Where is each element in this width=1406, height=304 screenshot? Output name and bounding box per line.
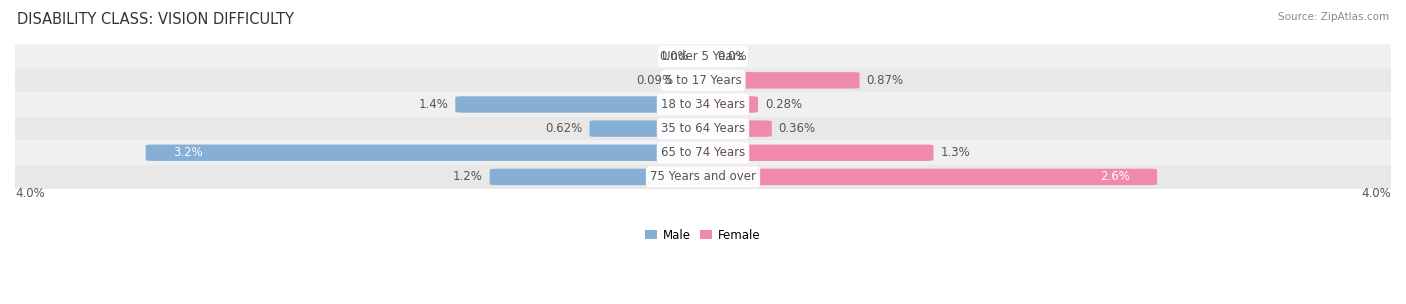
FancyBboxPatch shape: [10, 68, 1396, 92]
FancyBboxPatch shape: [696, 120, 772, 137]
Text: 0.28%: 0.28%: [765, 98, 801, 111]
Text: 75 Years and over: 75 Years and over: [650, 171, 756, 183]
Text: 0.62%: 0.62%: [546, 122, 582, 135]
FancyBboxPatch shape: [696, 169, 1157, 185]
Text: 4.0%: 4.0%: [15, 187, 45, 200]
Text: Under 5 Years: Under 5 Years: [662, 50, 744, 63]
Text: 0.36%: 0.36%: [779, 122, 815, 135]
FancyBboxPatch shape: [589, 120, 710, 137]
FancyBboxPatch shape: [10, 92, 1396, 116]
FancyBboxPatch shape: [681, 72, 710, 88]
FancyBboxPatch shape: [456, 96, 710, 113]
FancyBboxPatch shape: [489, 169, 710, 185]
FancyBboxPatch shape: [10, 44, 1396, 68]
FancyBboxPatch shape: [146, 145, 710, 161]
Text: 3.2%: 3.2%: [173, 146, 202, 159]
Text: DISABILITY CLASS: VISION DIFFICULTY: DISABILITY CLASS: VISION DIFFICULTY: [17, 12, 294, 27]
Text: 0.0%: 0.0%: [717, 50, 747, 63]
Text: 65 to 74 Years: 65 to 74 Years: [661, 146, 745, 159]
Text: 18 to 34 Years: 18 to 34 Years: [661, 98, 745, 111]
FancyBboxPatch shape: [10, 165, 1396, 189]
FancyBboxPatch shape: [696, 72, 859, 88]
Text: Source: ZipAtlas.com: Source: ZipAtlas.com: [1278, 12, 1389, 22]
Text: 5 to 17 Years: 5 to 17 Years: [665, 74, 741, 87]
FancyBboxPatch shape: [696, 96, 758, 113]
FancyBboxPatch shape: [696, 145, 934, 161]
Text: 2.6%: 2.6%: [1099, 171, 1129, 183]
Text: 1.3%: 1.3%: [941, 146, 970, 159]
Text: 1.4%: 1.4%: [419, 98, 449, 111]
Text: 1.2%: 1.2%: [453, 171, 482, 183]
Text: 0.87%: 0.87%: [866, 74, 904, 87]
Text: 0.09%: 0.09%: [637, 74, 673, 87]
FancyBboxPatch shape: [10, 116, 1396, 141]
Text: 4.0%: 4.0%: [1361, 187, 1391, 200]
Text: 0.0%: 0.0%: [659, 50, 689, 63]
Text: 35 to 64 Years: 35 to 64 Years: [661, 122, 745, 135]
FancyBboxPatch shape: [10, 141, 1396, 165]
Legend: Male, Female: Male, Female: [641, 224, 765, 247]
